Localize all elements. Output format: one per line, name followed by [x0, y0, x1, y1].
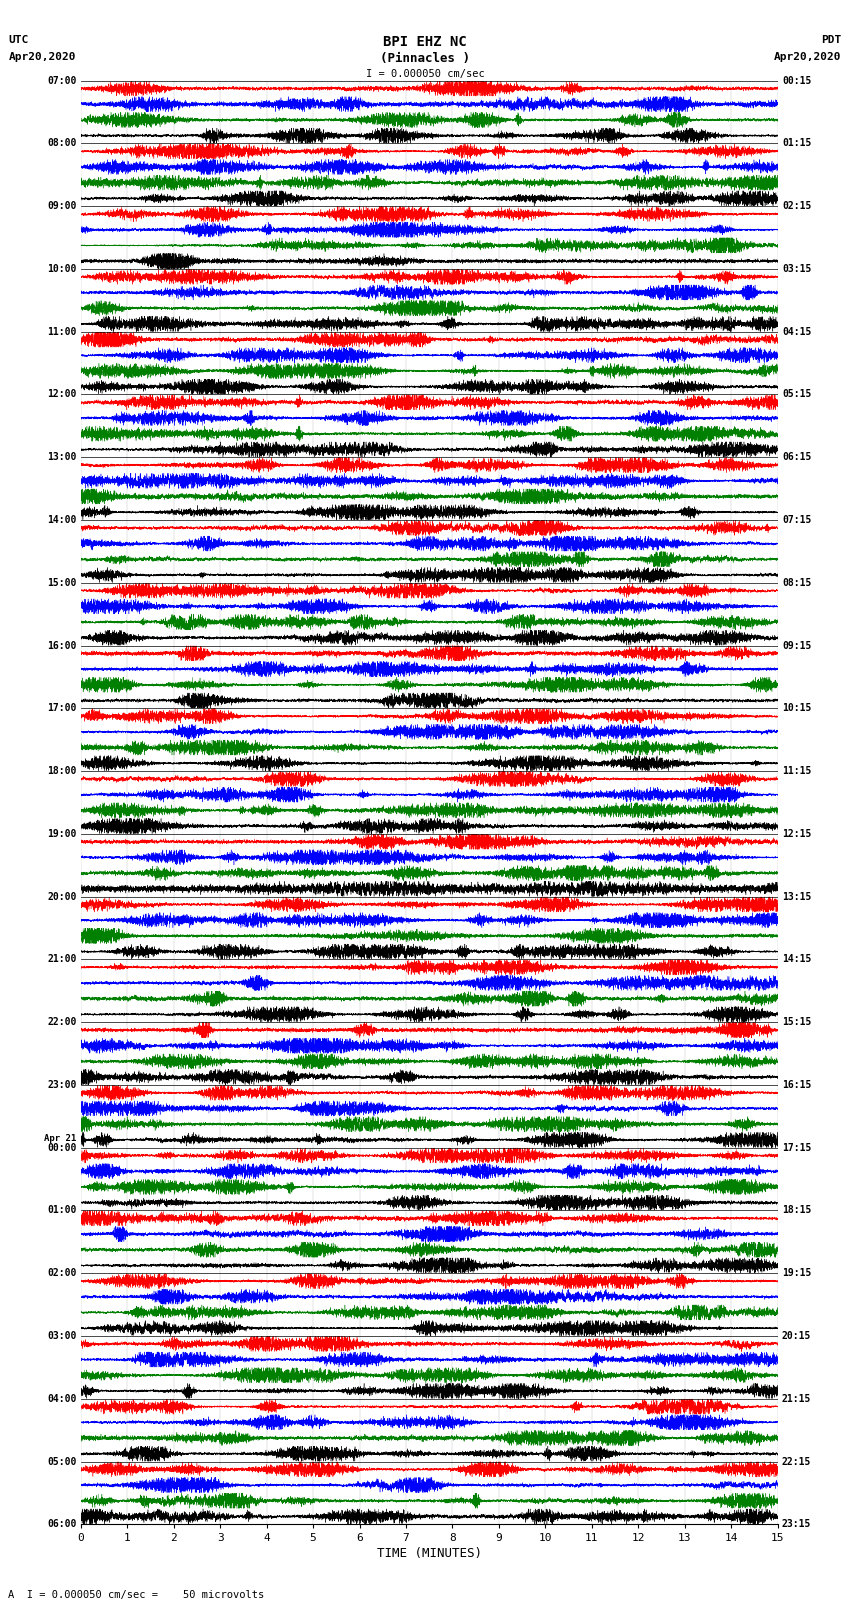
- Text: 13:15: 13:15: [782, 892, 812, 902]
- Text: 22:15: 22:15: [782, 1457, 812, 1466]
- Text: 17:15: 17:15: [782, 1142, 812, 1153]
- Text: 14:15: 14:15: [782, 955, 812, 965]
- Text: 18:15: 18:15: [782, 1205, 812, 1216]
- Text: 12:15: 12:15: [782, 829, 812, 839]
- Text: UTC: UTC: [8, 35, 29, 45]
- Text: 06:00: 06:00: [47, 1519, 76, 1529]
- Text: Apr 21: Apr 21: [44, 1134, 76, 1144]
- X-axis label: TIME (MINUTES): TIME (MINUTES): [377, 1547, 482, 1560]
- Text: 07:15: 07:15: [782, 515, 812, 524]
- Text: 11:15: 11:15: [782, 766, 812, 776]
- Text: 13:00: 13:00: [47, 452, 76, 463]
- Text: 21:00: 21:00: [47, 955, 76, 965]
- Text: 02:15: 02:15: [782, 202, 812, 211]
- Text: 10:15: 10:15: [782, 703, 812, 713]
- Text: I = 0.000050 cm/sec: I = 0.000050 cm/sec: [366, 69, 484, 79]
- Text: 08:15: 08:15: [782, 577, 812, 587]
- Text: 20:00: 20:00: [47, 892, 76, 902]
- Text: Apr20,2020: Apr20,2020: [8, 52, 76, 61]
- Text: 12:00: 12:00: [47, 389, 76, 400]
- Text: 16:15: 16:15: [782, 1081, 812, 1090]
- Text: PDT: PDT: [821, 35, 842, 45]
- Text: 23:15: 23:15: [782, 1519, 812, 1529]
- Text: 01:00: 01:00: [47, 1205, 76, 1216]
- Text: 03:00: 03:00: [47, 1331, 76, 1340]
- Text: 02:00: 02:00: [47, 1268, 76, 1277]
- Text: 09:00: 09:00: [47, 202, 76, 211]
- Text: 16:00: 16:00: [47, 640, 76, 650]
- Text: 19:15: 19:15: [782, 1268, 812, 1277]
- Text: 14:00: 14:00: [47, 515, 76, 524]
- Text: 04:15: 04:15: [782, 327, 812, 337]
- Text: 01:15: 01:15: [782, 139, 812, 148]
- Text: 15:15: 15:15: [782, 1018, 812, 1027]
- Text: 08:00: 08:00: [47, 139, 76, 148]
- Text: 17:00: 17:00: [47, 703, 76, 713]
- Text: 05:15: 05:15: [782, 389, 812, 400]
- Text: (Pinnacles ): (Pinnacles ): [380, 52, 470, 65]
- Text: Apr20,2020: Apr20,2020: [774, 52, 842, 61]
- Text: 18:00: 18:00: [47, 766, 76, 776]
- Text: 00:00: 00:00: [47, 1142, 76, 1153]
- Text: 20:15: 20:15: [782, 1331, 812, 1340]
- Text: 11:00: 11:00: [47, 327, 76, 337]
- Text: 15:00: 15:00: [47, 577, 76, 587]
- Text: A  I = 0.000050 cm/sec =    50 microvolts: A I = 0.000050 cm/sec = 50 microvolts: [8, 1590, 264, 1600]
- Text: 19:00: 19:00: [47, 829, 76, 839]
- Text: 04:00: 04:00: [47, 1394, 76, 1403]
- Text: 10:00: 10:00: [47, 265, 76, 274]
- Text: 07:00: 07:00: [47, 76, 76, 85]
- Text: 00:15: 00:15: [782, 76, 812, 85]
- Text: 22:00: 22:00: [47, 1018, 76, 1027]
- Text: 06:15: 06:15: [782, 452, 812, 463]
- Text: 05:00: 05:00: [47, 1457, 76, 1466]
- Text: 09:15: 09:15: [782, 640, 812, 650]
- Text: 23:00: 23:00: [47, 1081, 76, 1090]
- Text: 21:15: 21:15: [782, 1394, 812, 1403]
- Text: 03:15: 03:15: [782, 265, 812, 274]
- Text: BPI EHZ NC: BPI EHZ NC: [383, 35, 467, 50]
